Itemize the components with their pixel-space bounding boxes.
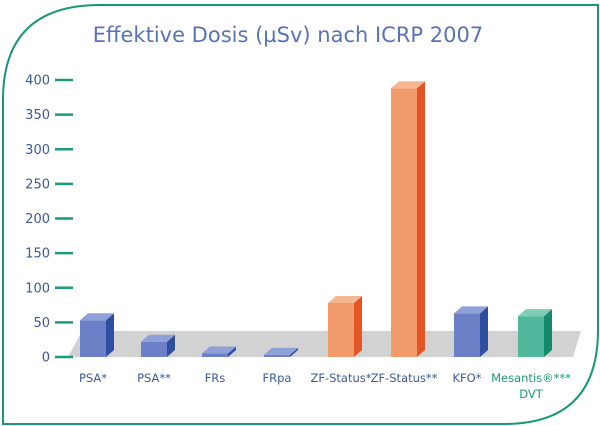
category-label: KFO* — [453, 371, 482, 385]
bar — [391, 81, 425, 357]
category-label-line: PSA** — [137, 371, 171, 385]
bar — [518, 309, 552, 357]
y-tick-label: 150 — [25, 247, 50, 262]
category-label: PSA* — [79, 371, 107, 385]
bar-side — [417, 81, 425, 357]
chart-title: Effektive Dosis (µSv) nach ICRP 2007 — [93, 23, 483, 47]
category-label: FRpa — [263, 371, 292, 385]
bar — [328, 295, 362, 357]
y-tick-label: 50 — [33, 316, 50, 331]
category-label-line: FRs — [205, 371, 226, 385]
bar-top — [518, 309, 552, 317]
category-label-line: Mesantis®*** — [491, 371, 571, 385]
category-label-line: DVT — [519, 387, 544, 401]
bar-side — [480, 306, 488, 357]
bar-top — [80, 313, 114, 321]
bar-top — [141, 334, 175, 342]
bar-front — [264, 354, 290, 357]
bar — [264, 347, 298, 357]
category-label-line: FRpa — [263, 371, 292, 385]
bar-side — [290, 347, 298, 357]
bar-front — [518, 316, 544, 357]
bar-top — [391, 81, 425, 89]
y-tick-label: 250 — [25, 177, 50, 192]
bar-side — [228, 346, 236, 357]
bar-side — [167, 334, 175, 357]
y-tick-label: 300 — [25, 143, 50, 158]
category-label-line: KFO* — [453, 371, 482, 385]
chart-floor — [68, 331, 581, 357]
category-label: ZF-Status** — [371, 371, 438, 385]
bar-top — [328, 295, 362, 303]
y-tick-label: 350 — [25, 108, 50, 123]
bar-side — [106, 313, 114, 357]
category-label: FRs — [205, 371, 226, 385]
category-label: PSA** — [137, 371, 171, 385]
y-tick-label: 200 — [25, 212, 50, 227]
bar-side — [354, 295, 362, 357]
bar-top — [454, 306, 488, 314]
bar-side — [544, 309, 552, 357]
y-tick-label: 400 — [25, 74, 50, 89]
bar-front — [202, 353, 228, 357]
bar-front — [80, 320, 106, 357]
bar-front — [391, 88, 417, 357]
bar-top — [202, 346, 236, 354]
bar-top — [264, 347, 298, 355]
bar-front — [328, 302, 354, 357]
category-label-line: ZF-Status** — [371, 371, 438, 385]
category-label-line: PSA* — [79, 371, 107, 385]
bar — [202, 346, 236, 357]
bar-front — [454, 313, 480, 357]
card-frame — [2, 4, 599, 425]
bar — [80, 313, 114, 357]
category-label: Mesantis®*** DVT — [491, 371, 571, 401]
bar-front — [141, 341, 167, 357]
category-label-line: ZF-Status* — [310, 371, 371, 385]
y-tick-label: 0 — [42, 351, 50, 366]
bar — [141, 334, 175, 357]
y-tick-label: 100 — [25, 281, 50, 296]
bar — [454, 306, 488, 357]
category-label: ZF-Status* — [310, 371, 371, 385]
